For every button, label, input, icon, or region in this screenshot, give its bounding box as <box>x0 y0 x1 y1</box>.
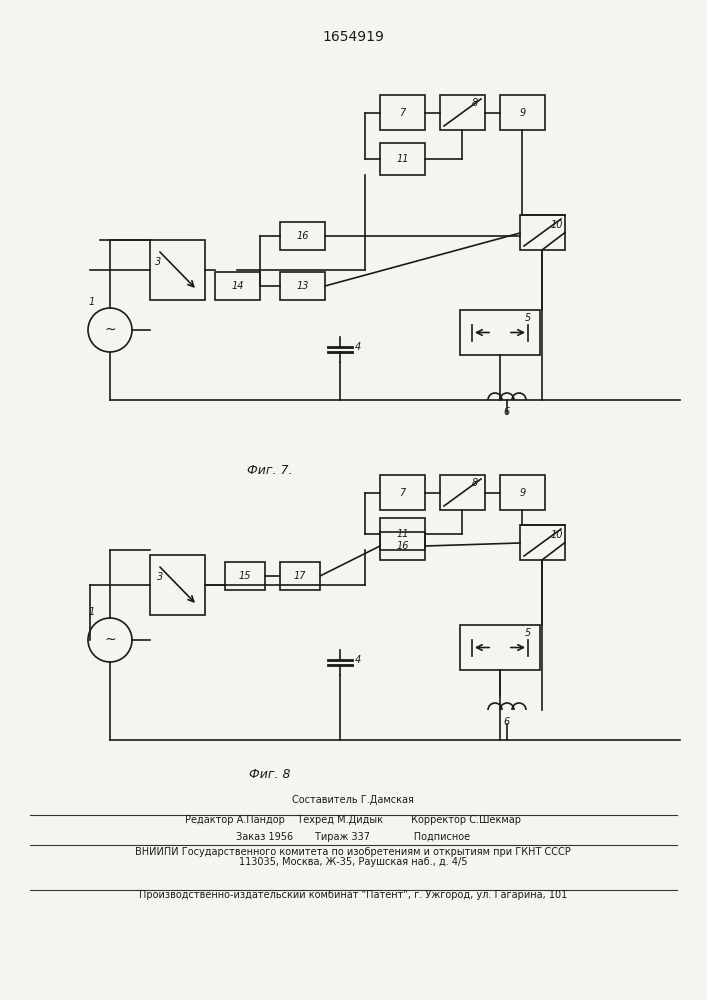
Text: 6: 6 <box>504 717 510 727</box>
Text: Составитель Г.Дамская: Составитель Г.Дамская <box>292 795 414 805</box>
Text: Производственно-издательский комбинат "Патент", г. Ужгород, ул. Гагарина, 101: Производственно-издательский комбинат "П… <box>139 890 567 900</box>
Text: 10: 10 <box>551 530 563 540</box>
Bar <box>380 475 425 510</box>
Text: 15: 15 <box>239 571 251 581</box>
Text: 14: 14 <box>231 281 244 291</box>
Bar <box>500 95 545 130</box>
Text: 1654919: 1654919 <box>322 30 384 44</box>
Text: 1: 1 <box>89 607 95 617</box>
Text: 10: 10 <box>551 220 563 230</box>
Text: 16: 16 <box>296 231 309 241</box>
Text: 113035, Москва, Ж-35, Раушская наб., д. 4/5: 113035, Москва, Ж-35, Раушская наб., д. … <box>239 857 467 867</box>
Bar <box>440 95 485 130</box>
Text: 17: 17 <box>293 571 306 581</box>
Bar <box>520 525 565 560</box>
Text: 8: 8 <box>472 478 478 488</box>
Text: 11: 11 <box>396 529 409 539</box>
Text: Фиг. 8: Фиг. 8 <box>250 768 291 782</box>
Text: 16: 16 <box>396 541 409 551</box>
Text: 11: 11 <box>396 154 409 164</box>
Bar <box>380 532 425 560</box>
Text: 6: 6 <box>504 407 510 417</box>
Text: 5: 5 <box>525 628 531 638</box>
Text: 4: 4 <box>355 342 361 352</box>
Text: ~: ~ <box>104 323 116 337</box>
Text: 4: 4 <box>355 655 361 665</box>
Bar <box>150 555 205 615</box>
Text: 9: 9 <box>520 107 525 117</box>
Bar <box>380 95 425 130</box>
Text: 13: 13 <box>296 281 309 291</box>
Text: Редактор А.Пандор    Техред М.Дидык         Корректор С.Шекмар: Редактор А.Пандор Техред М.Дидык Коррект… <box>185 815 521 825</box>
Text: 9: 9 <box>520 488 525 497</box>
Bar <box>225 562 265 590</box>
Text: 7: 7 <box>399 107 406 117</box>
Bar <box>440 475 485 510</box>
Bar <box>460 310 540 355</box>
Text: 1: 1 <box>89 297 95 307</box>
Bar <box>280 222 325 250</box>
Text: Заказ 1956       Тираж 337              Подписное: Заказ 1956 Тираж 337 Подписное <box>236 832 470 842</box>
Bar <box>460 625 540 670</box>
Text: 3: 3 <box>157 572 163 582</box>
Text: 8: 8 <box>472 98 478 108</box>
Bar <box>280 272 325 300</box>
Bar <box>380 143 425 175</box>
Text: ~: ~ <box>104 633 116 647</box>
Bar <box>215 272 260 300</box>
Bar <box>280 562 320 590</box>
Bar <box>500 475 545 510</box>
Bar <box>150 240 205 300</box>
Text: 3: 3 <box>155 257 161 267</box>
Text: Фиг. 7.: Фиг. 7. <box>247 464 293 477</box>
Text: ВНИИПИ Государственного комитета по изобретениям и открытиям при ГКНТ СССР: ВНИИПИ Государственного комитета по изоб… <box>135 847 571 857</box>
Bar <box>520 215 565 250</box>
Bar <box>380 518 425 550</box>
Text: 5: 5 <box>525 313 531 323</box>
Text: 7: 7 <box>399 488 406 497</box>
